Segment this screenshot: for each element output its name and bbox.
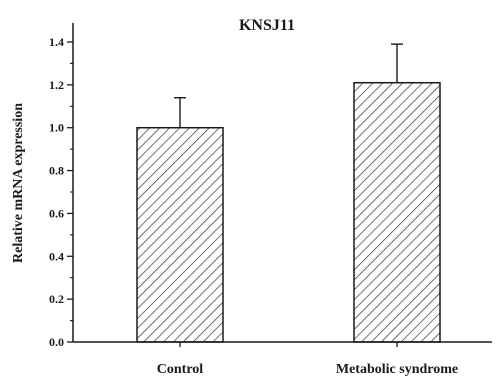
chart-title: KNSJ11 — [239, 17, 295, 34]
y-axis-label: Relative mRNA expression — [11, 103, 26, 263]
y-tick-label: 0.2 — [49, 292, 64, 306]
y-tick-label: 1.2 — [49, 78, 64, 92]
error-bars — [174, 43, 403, 128]
y-tick-label: 0.8 — [49, 164, 64, 178]
y-axis: 0.0 0.2 0.4 0.6 0.8 1.0 1.2 1.4 — [49, 35, 73, 349]
x-category-label: Control — [157, 362, 204, 377]
x-category-label: Metabolic syndrome — [336, 362, 458, 377]
y-tick-label: 1.4 — [49, 35, 64, 49]
y-tick-label: 0.0 — [49, 335, 64, 349]
bars — [136, 81, 441, 343]
y-tick-label: 1.0 — [49, 121, 64, 135]
y-tick-label: 0.6 — [49, 206, 64, 220]
bar-control — [136, 126, 224, 343]
x-axis-labels: Control Metabolic syndrome — [157, 342, 458, 377]
bar-metabolic-syndrome — [353, 81, 441, 343]
y-tick-label: 0.4 — [49, 249, 64, 263]
